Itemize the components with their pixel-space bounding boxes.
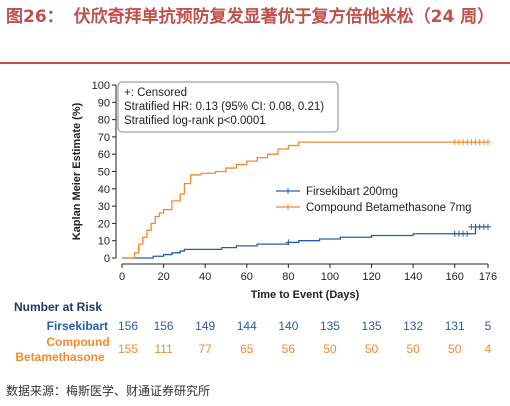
y-tick-label: 20 <box>98 218 110 230</box>
y-tick-label: 50 <box>98 167 110 179</box>
series-line-firsekibart <box>122 226 488 259</box>
legend-label: Compound Betamethasone 7mg <box>306 202 472 214</box>
risk-table-header: Number at Risk <box>14 300 102 314</box>
y-tick-label: 70 <box>98 132 110 144</box>
x-tick-label: 40 <box>199 271 211 283</box>
x-tick-label: 80 <box>282 271 294 283</box>
annotation-line: +: Censored <box>124 87 187 99</box>
x-tick-label: 120 <box>362 271 380 283</box>
x-tick-label: 20 <box>157 271 169 283</box>
annotation-line: Stratified log-rank p<0.0001 <box>124 115 266 127</box>
risk-value-firsekibart: 149 <box>195 319 215 333</box>
censor-mark <box>485 223 491 230</box>
annotation-line: Stratified HR: 0.13 (95% CI: 0.08, 0.21) <box>124 101 324 113</box>
risk-row-label-compound-line2: Betamethasone <box>15 350 105 364</box>
risk-value-firsekibart: 135 <box>320 319 340 333</box>
censor-mark <box>285 239 292 246</box>
annotation-box <box>117 81 339 133</box>
censor-mark <box>485 139 491 146</box>
censor-mark <box>464 230 471 237</box>
figure-title: 图26： 伏欣奇拜单抗预防复发显著优于复方倍他米松（24 周） <box>6 4 506 30</box>
risk-row-label-firsekibart: Firsekibart <box>47 319 108 333</box>
risk-value-compound: 50 <box>448 342 462 356</box>
x-tick-label: 176 <box>479 271 497 283</box>
risk-value-compound: 111 <box>154 342 173 356</box>
y-axis-title: Kaplan Meier Estimate (%) <box>71 102 83 240</box>
risk-value-firsekibart: 156 <box>118 319 138 333</box>
risk-value-compound: 65 <box>240 342 254 356</box>
series-line-compound <box>122 141 488 259</box>
x-tick-label: 0 <box>119 271 125 283</box>
risk-value-firsekibart: 5 <box>485 319 492 333</box>
y-tick-label: 40 <box>98 184 110 196</box>
y-tick-label: 30 <box>98 201 110 213</box>
risk-value-firsekibart: 135 <box>362 319 382 333</box>
risk-row-label-compound-line1: Compound <box>46 335 109 349</box>
y-tick-label: 80 <box>98 115 110 127</box>
risk-value-firsekibart: 140 <box>278 319 298 333</box>
source-note: 数据来源：梅斯医学、财通证券研究所 <box>6 384 211 398</box>
risk-value-compound: 50 <box>406 342 420 356</box>
risk-value-firsekibart: 144 <box>237 319 257 333</box>
y-tick-label: 0 <box>104 253 110 265</box>
x-tick-label: 60 <box>241 271 253 283</box>
legend-label: Firsekibart 200mg <box>306 186 398 198</box>
x-axis-title: Time to Event (Days) <box>251 289 360 301</box>
risk-value-firsekibart: 156 <box>154 319 174 333</box>
x-tick-label: 140 <box>404 271 422 283</box>
risk-value-compound: 77 <box>199 342 213 356</box>
risk-value-firsekibart: 131 <box>445 319 465 333</box>
risk-value-compound: 56 <box>282 342 296 356</box>
legend-censor-mark <box>285 204 291 210</box>
y-tick-label: 90 <box>98 97 110 109</box>
risk-value-firsekibart: 132 <box>403 319 423 333</box>
figure-number: 图26： <box>6 7 64 27</box>
y-tick-label: 100 <box>92 80 110 92</box>
figure-title-text: 伏欣奇拜单抗预防复发显著优于复方倍他米松（24 周） <box>73 7 495 27</box>
risk-value-compound: 4 <box>485 342 492 356</box>
y-tick-label: 10 <box>98 236 110 248</box>
title-rule <box>0 62 510 64</box>
risk-value-compound: 155 <box>118 342 138 356</box>
risk-value-compound: 50 <box>323 342 337 356</box>
risk-value-compound: 50 <box>365 342 379 356</box>
x-tick-label: 160 <box>446 271 464 283</box>
legend-censor-mark <box>285 188 291 194</box>
x-tick-label: 100 <box>321 271 339 283</box>
y-tick-label: 60 <box>98 149 110 161</box>
